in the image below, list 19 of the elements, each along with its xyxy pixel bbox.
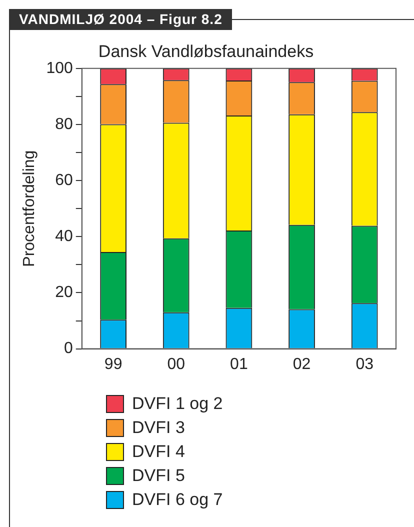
legend-label: DVFI 4	[132, 442, 185, 462]
x-tick-label: 99	[104, 356, 122, 373]
chart-subtitle: Dansk Vandløbsfaunaindeks	[98, 42, 314, 61]
legend-label: DVFI 6 og 7	[132, 490, 223, 510]
y-axis-title: Procentfordeling	[21, 150, 38, 267]
legend-label: DVFI 1 og 2	[132, 394, 223, 414]
chart-title: VANDMILJØ 2004 – Figur 8.2	[9, 9, 232, 30]
y-tick-label: 80	[55, 116, 73, 133]
y-tick-label: 40	[55, 228, 73, 246]
y-tick-label: 20	[55, 284, 73, 302]
y-tick-label: 0	[64, 340, 73, 358]
legend-label: DVFI 5	[132, 466, 185, 486]
y-tick-label: 60	[55, 172, 73, 189]
legend-label: DVFI 3	[132, 418, 185, 438]
x-tick-label: 01	[230, 356, 248, 373]
x-tick-label: 03	[356, 356, 374, 373]
y-tick-label: 100	[46, 60, 73, 77]
x-tick-label: 00	[167, 356, 186, 373]
x-tick-label: 02	[292, 356, 311, 373]
